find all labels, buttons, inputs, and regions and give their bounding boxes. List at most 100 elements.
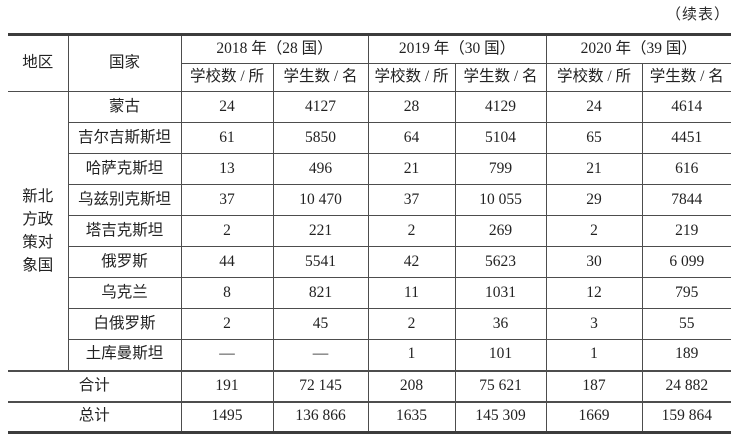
value-cell: 1669 (545, 400, 643, 433)
value-cell: — (272, 339, 369, 371)
header-country: 国家 (67, 34, 182, 92)
value-cell: 136 866 (272, 400, 369, 433)
subtotal-label: 合计 (8, 369, 182, 402)
value-cell: — (180, 339, 274, 371)
header-year-2018: 2018 年（28 国） (180, 34, 369, 64)
table-row-russia: 俄罗斯 44 5541 42 5623 30 6 099 (8, 246, 732, 278)
value-cell: 1031 (454, 277, 547, 309)
header-row-measures: 学校数 / 所 学生数 / 名 学校数 / 所 学生数 / 名 学校数 / 所 … (8, 63, 732, 92)
subheader-schools-2020: 学校数 / 所 (545, 63, 643, 92)
value-cell: 7844 (641, 184, 732, 216)
value-cell: 1495 (180, 400, 274, 433)
region-cell: 新北方政策对象国 (8, 91, 69, 371)
table-row-tajikistan: 塔吉克斯坦 2 221 2 269 2 219 (8, 215, 732, 247)
value-cell: 4614 (641, 91, 732, 123)
value-cell: 24 882 (641, 369, 732, 402)
statistics-table: 地区 国家 2018 年（28 国） 2019 年（30 国） 2020 年（3… (8, 33, 732, 434)
header-year-2019: 2019 年（30 国） (367, 34, 547, 64)
value-cell: 1635 (367, 400, 456, 433)
value-cell: 101 (454, 339, 547, 371)
table-row-belarus: 白俄罗斯 2 45 2 36 3 55 (8, 308, 732, 340)
value-cell: 1 (367, 339, 456, 371)
value-cell: 221 (272, 215, 369, 247)
country-cell: 塔吉克斯坦 (67, 215, 182, 247)
value-cell: 44 (180, 246, 274, 278)
value-cell: 4451 (641, 122, 732, 154)
value-cell: 5541 (272, 246, 369, 278)
value-cell: 616 (641, 153, 732, 185)
subheader-students-2020: 学生数 / 名 (641, 63, 732, 92)
value-cell: 799 (454, 153, 547, 185)
header-year-2020: 2020 年（39 国） (545, 34, 732, 64)
header-region: 地区 (8, 34, 69, 92)
value-cell: 55 (641, 308, 732, 340)
value-cell: 37 (367, 184, 456, 216)
value-cell: 159 864 (641, 400, 732, 433)
value-cell: 2 (367, 215, 456, 247)
value-cell: 28 (367, 91, 456, 123)
table-row-mongolia: 新北方政策对象国 蒙古 24 4127 28 4129 24 4614 (8, 91, 732, 371)
value-cell: 65 (545, 122, 643, 154)
value-cell: 29 (545, 184, 643, 216)
value-cell: 189 (641, 339, 732, 371)
value-cell: 75 621 (454, 369, 547, 402)
table-row-ukraine: 乌克兰 8 821 11 1031 12 795 (8, 277, 732, 309)
grand-total-label: 总计 (8, 400, 182, 433)
value-cell: 21 (367, 153, 456, 185)
value-cell: 13 (180, 153, 274, 185)
header-row-years: 地区 国家 2018 年（28 国） 2019 年（30 国） 2020 年（3… (8, 34, 732, 92)
subheader-students-2018: 学生数 / 名 (272, 63, 369, 92)
country-cell: 吉尔吉斯斯坦 (67, 122, 182, 154)
country-cell: 蒙古 (67, 91, 182, 123)
table-row-grand-total: 总计 1495 136 866 1635 145 309 1669 159 86… (8, 400, 732, 433)
table-row-kazakhstan: 哈萨克斯坦 13 496 21 799 21 616 (8, 153, 732, 185)
value-cell: 10 470 (272, 184, 369, 216)
value-cell: 219 (641, 215, 732, 247)
subheader-students-2019: 学生数 / 名 (454, 63, 547, 92)
value-cell: 4129 (454, 91, 547, 123)
value-cell: 2 (180, 308, 274, 340)
value-cell: 61 (180, 122, 274, 154)
table-row-turkmenistan: 土库曼斯坦 — — 1 101 1 189 (8, 339, 732, 371)
value-cell: 187 (545, 369, 643, 402)
country-cell: 白俄罗斯 (67, 308, 182, 340)
value-cell: 24 (180, 91, 274, 123)
value-cell: 191 (180, 369, 274, 402)
subheader-schools-2019: 学校数 / 所 (367, 63, 456, 92)
value-cell: 795 (641, 277, 732, 309)
value-cell: 3 (545, 308, 643, 340)
value-cell: 1 (545, 339, 643, 371)
value-cell: 5850 (272, 122, 369, 154)
value-cell: 2 (545, 215, 643, 247)
value-cell: 6 099 (641, 246, 732, 278)
value-cell: 145 309 (454, 400, 547, 433)
table-row-kyrgyzstan: 吉尔吉斯斯坦 61 5850 64 5104 65 4451 (8, 122, 732, 154)
value-cell: 21 (545, 153, 643, 185)
subheader-schools-2018: 学校数 / 所 (180, 63, 274, 92)
value-cell: 821 (272, 277, 369, 309)
value-cell: 496 (272, 153, 369, 185)
value-cell: 269 (454, 215, 547, 247)
value-cell: 2 (180, 215, 274, 247)
value-cell: 72 145 (272, 369, 369, 402)
value-cell: 12 (545, 277, 643, 309)
value-cell: 5104 (454, 122, 547, 154)
value-cell: 10 055 (454, 184, 547, 216)
value-cell: 8 (180, 277, 274, 309)
table-row-uzbekistan: 乌兹别克斯坦 37 10 470 37 10 055 29 7844 (8, 184, 732, 216)
value-cell: 4127 (272, 91, 369, 123)
value-cell: 37 (180, 184, 274, 216)
value-cell: 5623 (454, 246, 547, 278)
value-cell: 11 (367, 277, 456, 309)
country-cell: 乌兹别克斯坦 (67, 184, 182, 216)
value-cell: 42 (367, 246, 456, 278)
continued-table-caption: （续表） (665, 7, 730, 23)
value-cell: 24 (545, 91, 643, 123)
value-cell: 2 (367, 308, 456, 340)
country-cell: 俄罗斯 (67, 246, 182, 278)
value-cell: 208 (367, 369, 456, 402)
value-cell: 36 (454, 308, 547, 340)
country-cell: 哈萨克斯坦 (67, 153, 182, 185)
value-cell: 30 (545, 246, 643, 278)
